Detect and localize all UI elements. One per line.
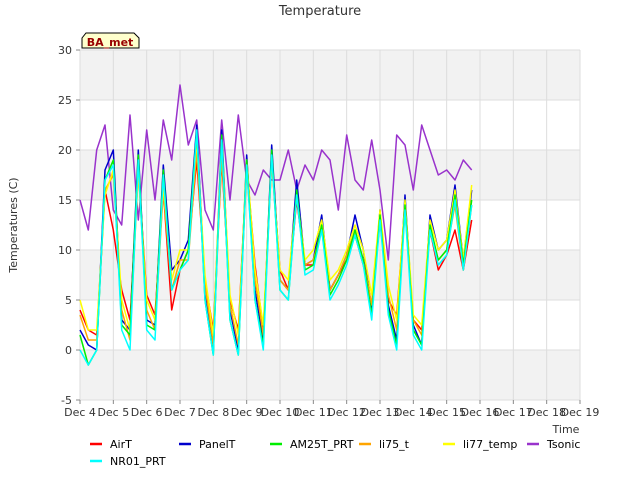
y-tick: 0 — [65, 344, 80, 357]
x-tick-label: Dec 6 — [131, 406, 163, 419]
legend-label: li77_temp — [463, 438, 517, 451]
x-tick-label: Dec 8 — [197, 406, 229, 419]
x-tick-label: Dec 12 — [327, 406, 366, 419]
x-tick: Dec 16 — [461, 400, 500, 419]
x-tick-label: Dec 19 — [561, 406, 600, 419]
y-tick-label: 30 — [58, 44, 72, 57]
legend-item-am25t-prt: AM25T_PRT — [270, 438, 354, 451]
y-tick-label: 25 — [58, 94, 72, 107]
legend-item-panelt: PanelT — [179, 438, 236, 451]
y-tick: 5 — [65, 294, 80, 307]
x-tick-label: Dec 4 — [64, 406, 96, 419]
legend-label: AirT — [110, 438, 132, 451]
x-tick: Dec 9 — [231, 400, 263, 419]
x-tick-label: Dec 14 — [394, 406, 433, 419]
y-tick: 30 — [58, 44, 80, 57]
x-tick-label: Dec 5 — [97, 406, 129, 419]
x-tick-label: Dec 16 — [461, 406, 500, 419]
x-tick: Dec 12 — [327, 400, 366, 419]
plot-band — [80, 50, 580, 100]
site-annotation: BA_met — [81, 32, 140, 49]
x-tick: Dec 11 — [294, 400, 333, 419]
chart-legend: AirT PanelT AM25T_PRT li75_t li77_temp Tsonic… — [90, 438, 580, 468]
x-tick-label: Dec 17 — [494, 406, 533, 419]
series-lines — [79, 84, 473, 366]
plot-band — [80, 150, 580, 200]
legend-item-airt: AirT — [90, 438, 132, 451]
x-tick-label: Dec 13 — [361, 406, 400, 419]
x-tick: Dec 14 — [394, 400, 433, 419]
x-tick-label: Dec 11 — [294, 406, 333, 419]
x-tick: Dec 8 — [197, 400, 229, 419]
y-tick: 15 — [58, 194, 80, 207]
x-tick: Dec 5 — [97, 400, 129, 419]
x-tick: Dec 17 — [494, 400, 533, 419]
series-line-tsonic — [79, 84, 473, 261]
series-line-nr01-prt — [79, 129, 473, 366]
x-tick: Dec 18 — [527, 400, 566, 419]
y-tick: -5 — [61, 394, 80, 407]
x-tick-label: Dec 18 — [527, 406, 566, 419]
x-tick-label: Dec 7 — [164, 406, 196, 419]
y-tick-label: 5 — [65, 294, 72, 307]
y-tick-label: 0 — [65, 344, 72, 357]
legend-label: AM25T_PRT — [290, 438, 354, 451]
plot-band — [80, 350, 580, 400]
legend-item-li77-temp: li77_temp — [443, 438, 517, 451]
x-tick: Dec 19 — [561, 400, 600, 419]
y-tick: 20 — [58, 144, 80, 157]
x-tick-label: Dec 9 — [231, 406, 263, 419]
x-tick: Dec 6 — [131, 400, 163, 419]
legend-item-tsonic: Tsonic — [527, 438, 580, 451]
plot-area — [80, 50, 580, 400]
legend-label: Tsonic — [546, 438, 580, 451]
x-tick: Dec 15 — [427, 400, 466, 419]
legend-item-nr01-prt: NR01_PRT — [90, 455, 166, 468]
site-annotation-label: BA_met — [87, 36, 134, 49]
x-tick: Dec 10 — [261, 400, 300, 419]
x-axis-label: Time — [552, 423, 580, 436]
x-tick-label: Dec 15 — [427, 406, 466, 419]
y-tick-label: 10 — [58, 244, 72, 257]
y-tick: 25 — [58, 94, 80, 107]
x-tick: Dec 7 — [164, 400, 196, 419]
chart-title: Temperature — [278, 4, 361, 19]
y-axis-ticks: -5 0 5 10 15 20 25 30 — [58, 44, 80, 407]
y-tick-label: 20 — [58, 144, 72, 157]
legend-label: li75_t — [379, 438, 410, 451]
y-tick-label: 15 — [58, 194, 72, 207]
legend-item-li75-t: li75_t — [359, 438, 410, 451]
y-axis-label: Temperatures (C) — [7, 177, 20, 273]
x-tick: Dec 13 — [361, 400, 400, 419]
x-tick-label: Dec 10 — [261, 406, 300, 419]
y-tick: 10 — [58, 244, 80, 257]
x-tick: Dec 4 — [64, 400, 96, 419]
y-tick-label: -5 — [61, 394, 72, 407]
legend-label: NR01_PRT — [110, 455, 166, 468]
legend-label: PanelT — [199, 438, 236, 451]
